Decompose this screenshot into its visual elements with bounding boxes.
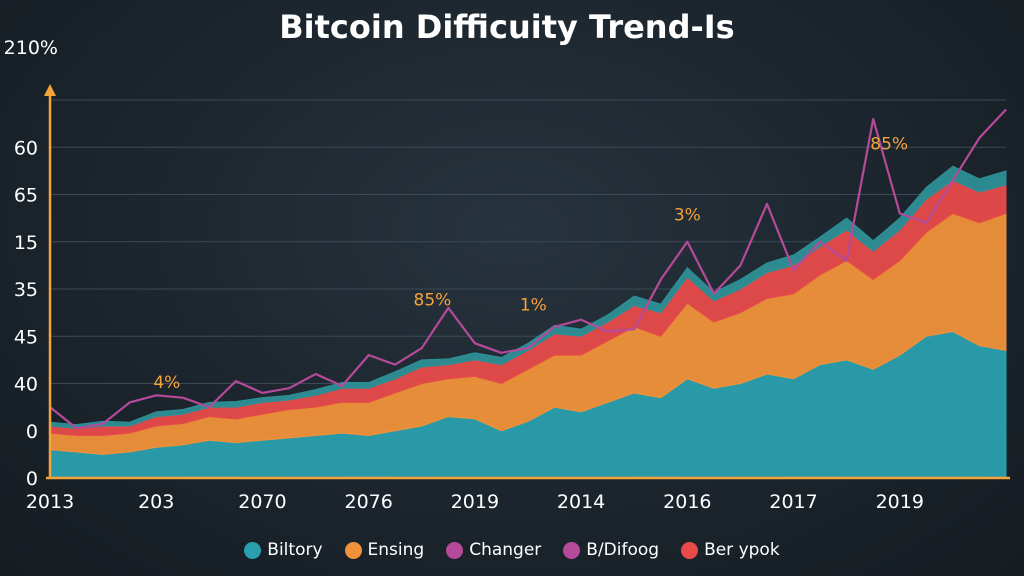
y-axis-arrow [44,84,56,96]
area-series [49,165,1007,479]
x-tick-label: 2016 [663,491,711,513]
x-tick-label: 2019 [451,491,499,513]
x-tick-label: 2014 [557,491,605,513]
x-tick-label: 2076 [344,491,392,513]
y-tick-label: 35 [14,279,38,301]
y-tick-labels: 0 0 40 45 35 15 65 60 210% [4,37,58,490]
y-tick-label: 15 [14,232,38,254]
annotations: 4% 85% 1% 3% 85% [153,135,908,394]
legend-item: Ensing [344,540,425,560]
annotation-label: 1% [520,295,547,315]
legend-swatch [681,541,699,559]
y-tick-label: 45 [14,326,38,348]
y-tick-label: 40 [14,374,38,396]
legend-label: Biltory [267,540,323,560]
legend-label: Ensing [367,540,425,560]
y-tick-label: 0 [26,421,38,443]
x-tick-label: 2070 [238,491,286,513]
axes [44,84,1010,480]
annotation-label: 4% [153,373,180,393]
y-tick-label: 210% [4,37,58,59]
x-tick-label: 2017 [769,491,817,513]
legend-swatch [446,541,464,559]
x-tick-label: 2019 [876,491,924,513]
x-tick-label: 2013 [26,491,74,513]
annotation-label: 3% [674,205,701,225]
grid-lines [50,99,1006,432]
legend-label: B/Difoog [586,540,660,560]
legend-swatch [563,541,581,559]
y-tick-label: 65 [14,185,38,207]
y-tick-label: 0 [26,468,38,490]
legend-item: Ber ypok [681,540,780,560]
line-series [49,108,1007,430]
x-tick-label: 203 [138,491,174,513]
y-tick-label: 60 [14,137,38,159]
legend-item: B/Difoog [563,540,659,560]
legend: Biltory Ensing Changer B/Difoog Ber ypok [0,536,1024,564]
annotation-label: 85% [414,291,452,311]
line-changer [49,108,1007,430]
annotation-label: 85% [870,135,908,155]
legend-item: Biltory [244,540,323,560]
legend-swatch [344,541,362,559]
chart-title: Bitcoin Difficuity Trend-Is [279,8,734,46]
legend-label: Ber ypok [704,540,780,560]
legend-item: Changer [446,540,541,560]
legend-label: Changer [469,540,542,560]
x-tick-labels: 2013 203 2070 2076 2019 2014 2016 2017 2019 [26,491,924,513]
area-b-difoog [49,165,1007,429]
legend-swatch [244,541,262,559]
